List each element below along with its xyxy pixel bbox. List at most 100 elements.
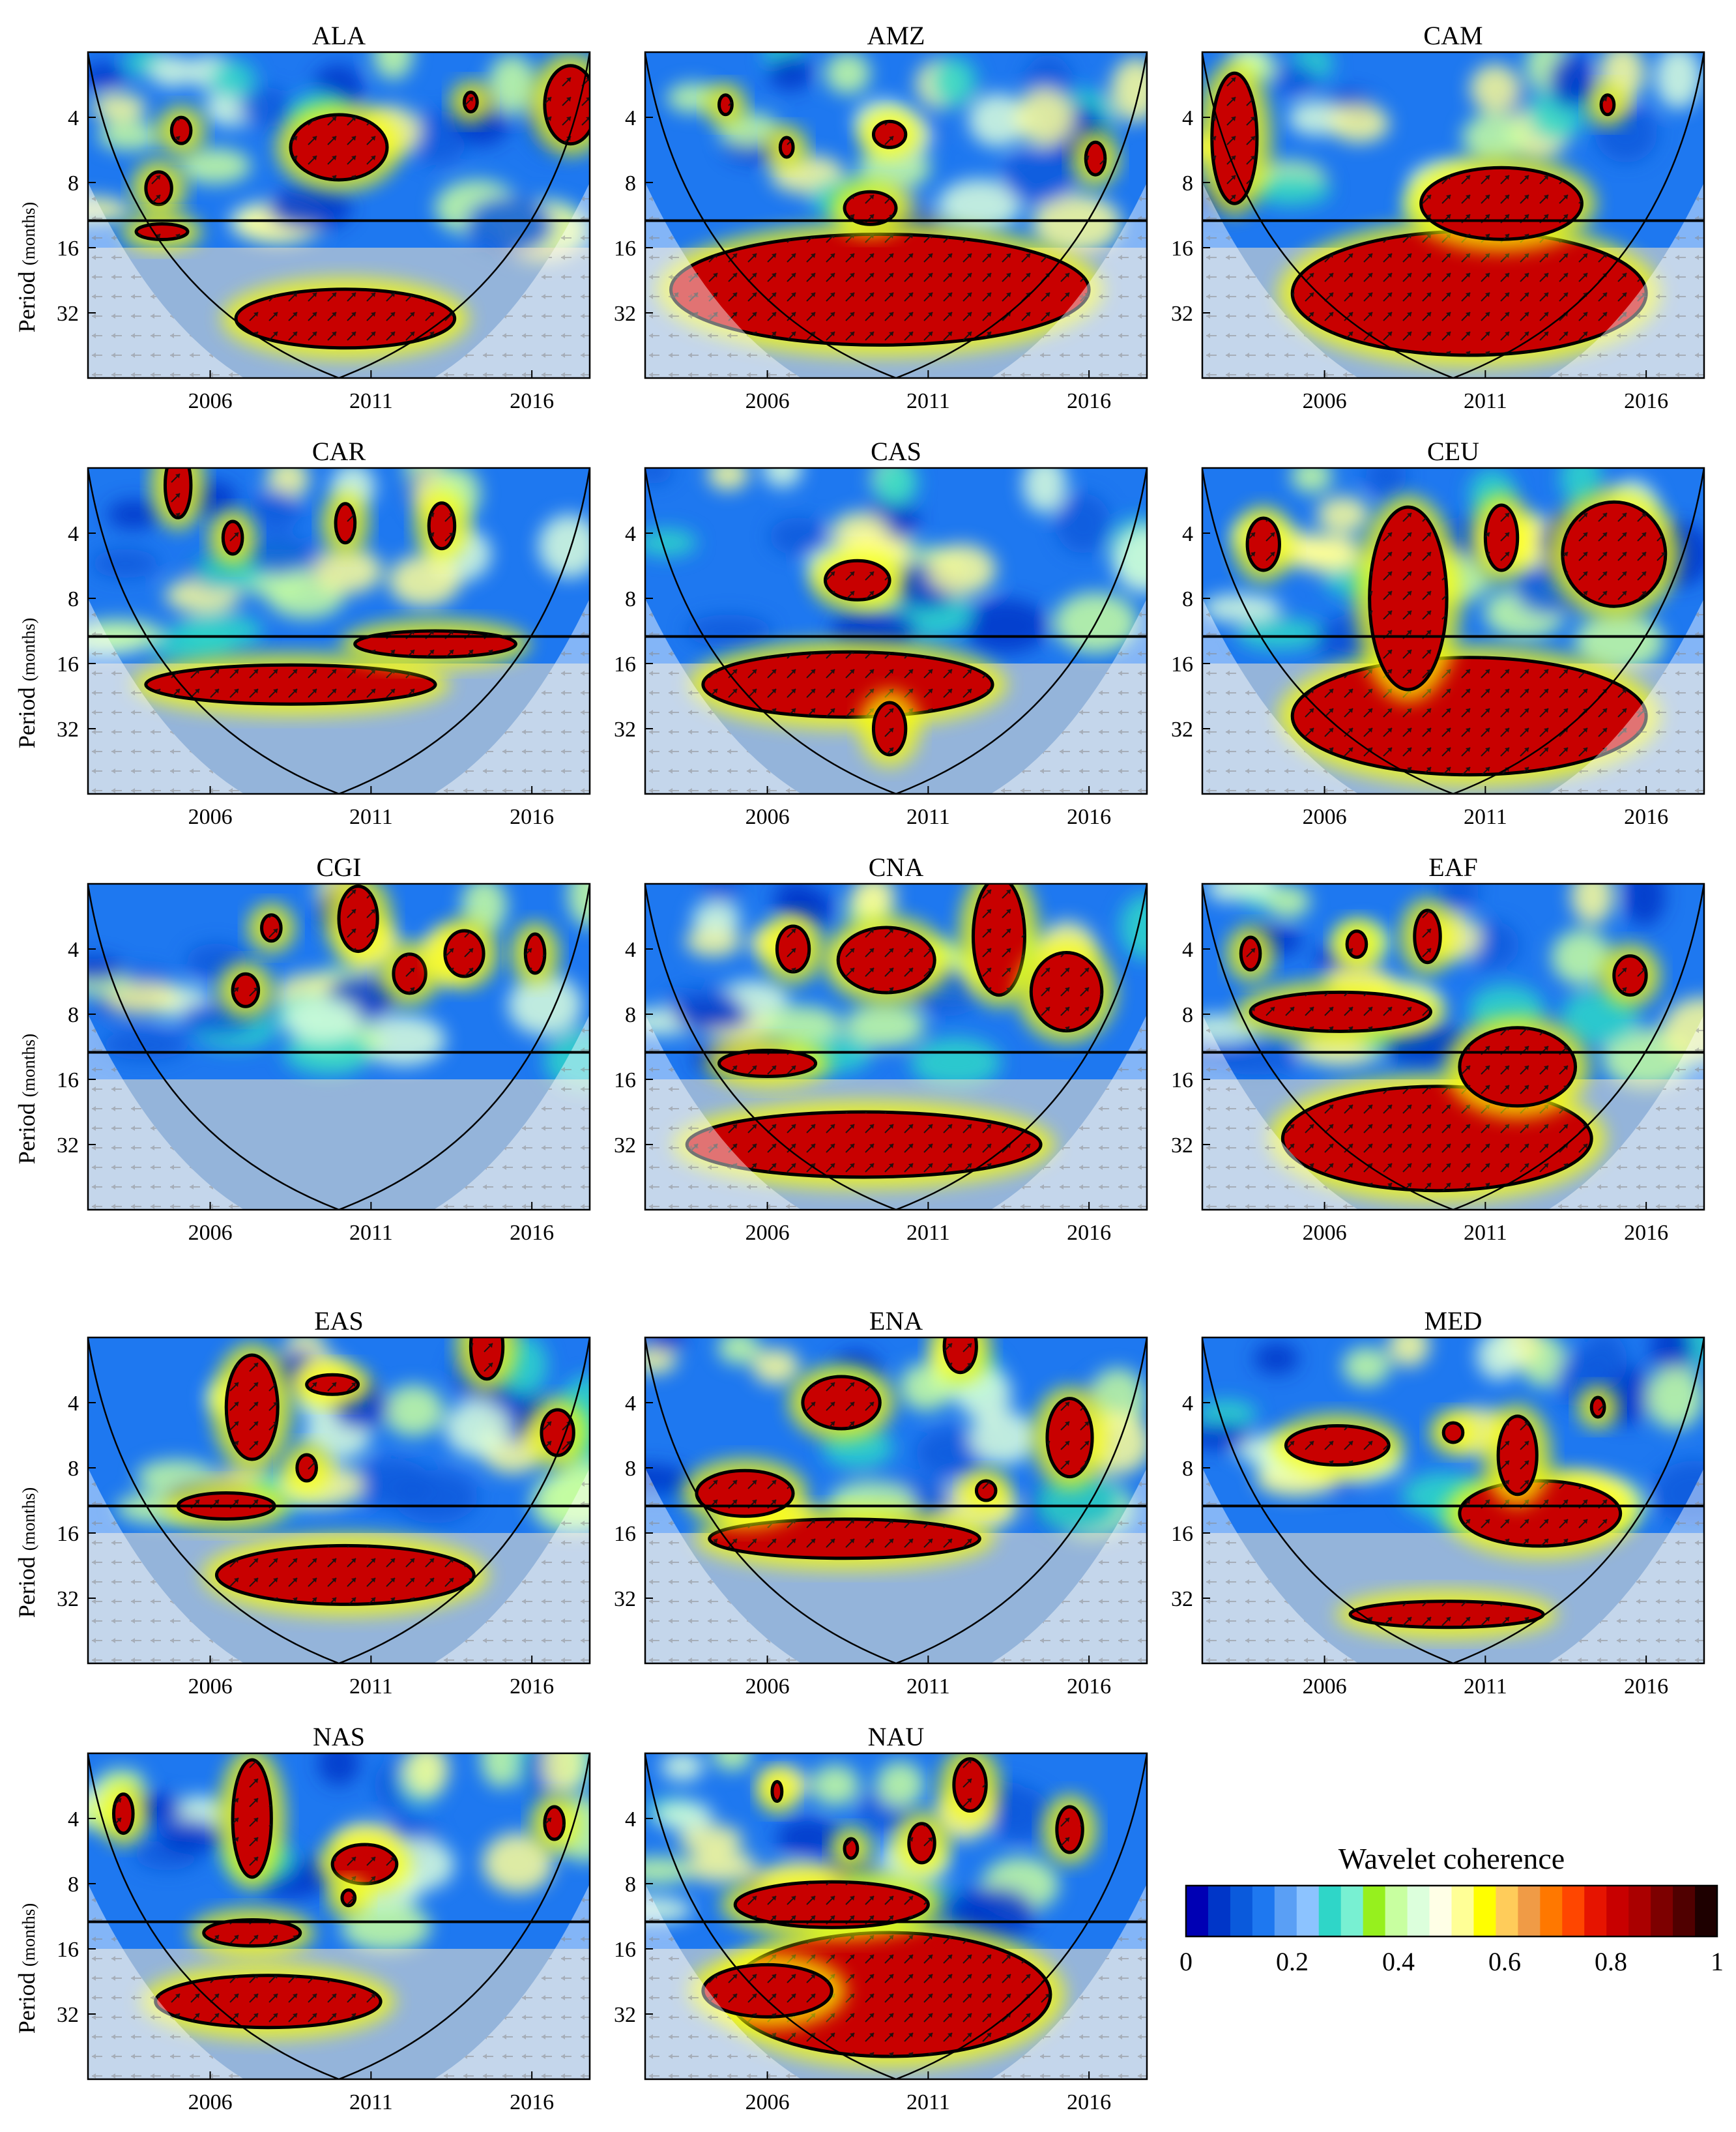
panel-nas: NAS 4 8 16 32 2006 2011 2016 Period (months) [14,1722,591,2114]
phase-arrows-outside [88,1337,590,1663]
panel-cam: CAM 4 8 16 32 2006 2011 2016 [1171,21,1705,413]
phase-arrows-outside [1202,1337,1704,1663]
panel-title: AMZ [867,21,925,50]
y-tick-label: 16 [614,237,636,261]
coherence-field [88,1337,590,1663]
y-axis-label-unit: (months) [19,202,38,266]
y-tick-label: 8 [68,1003,79,1027]
y-tick-label: 16 [57,1938,79,1962]
y-axis-label-unit: (months) [19,618,38,682]
y-tick-label: 8 [625,171,636,196]
panel-title: CAM [1423,21,1483,50]
x-tick-label: 2006 [1303,1674,1347,1699]
panel-title: CAR [312,437,366,466]
panel-eaf: EAF 4 8 16 32 2006 2011 2016 [1171,853,1705,1245]
y-axis-label-unit: (months) [19,1034,38,1098]
panel-eas: EAS 4 8 16 32 2006 2011 2016 Period (months) [14,1306,591,1699]
x-tick-label: 2006 [745,805,790,829]
x-tick-label: 2016 [1624,1674,1668,1699]
plot-frame [644,467,1148,795]
x-tick-label: 2006 [188,1674,233,1699]
y-tick-label: 16 [614,1938,636,1962]
y-tick-label: 32 [57,2003,79,2027]
x-tick-label: 2011 [906,1221,950,1245]
x-tick-label: 2016 [1067,1674,1111,1699]
colorbar-swatch [1230,1886,1253,1936]
plot-frame [1201,1336,1705,1665]
x-tick-label: 2006 [745,389,790,413]
phase-arrows-outside [88,52,590,378]
y-axis-label: Period (months) [14,202,40,333]
y-tick-label: 4 [68,1392,79,1416]
phase-arrows-outside [645,52,1147,378]
coherence-field [645,884,1147,1210]
coherence-field [88,1753,590,2079]
y-tick-label: 16 [57,237,79,261]
colorbar-swatch [1562,1886,1585,1936]
plot-frame [87,51,591,379]
x-tick-label: 2016 [1624,1221,1668,1245]
plot-frame [1201,51,1705,379]
y-tick-label: 4 [1182,522,1193,546]
x-tick-label: 2006 [188,2090,233,2114]
x-tick-label: 2016 [1067,1221,1111,1245]
phase-arrows-outside [88,1753,590,2079]
cone-of-influence-line [1202,884,1704,1210]
colorbar-frame [1185,1884,1718,1938]
y-tick-label: 8 [68,1457,79,1481]
x-tick-label: 2016 [510,1674,554,1699]
cone-of-influence-line [1202,468,1704,794]
y-tick-label: 32 [614,1133,636,1158]
y-tick-label: 32 [57,718,79,742]
colorbar-swatch [1296,1886,1320,1936]
y-tick-label: 8 [1182,1457,1193,1481]
y-axis-label: Period (months) [14,618,40,749]
y-axis-label-main: Period [14,1556,40,1618]
x-tick-label: 2011 [1464,1221,1507,1245]
x-tick-label: 2016 [1067,2090,1111,2114]
y-tick-label: 32 [614,1587,636,1611]
phase-arrows-outside [645,884,1147,1210]
x-tick-label: 2016 [510,389,554,413]
y-tick-label: 4 [1182,938,1193,962]
panel-med: MED 4 8 16 32 2006 2011 2016 [1171,1306,1705,1699]
cone-of-influence-line [1202,1337,1704,1663]
x-tick-label: 2006 [1303,389,1347,413]
colorbar-swatch [1385,1886,1408,1936]
y-tick-label: 8 [625,587,636,611]
x-tick-label: 2011 [349,2090,393,2114]
plot-frame [644,51,1148,379]
colorbar-swatch [1473,1886,1497,1936]
x-tick-label: 2011 [349,389,393,413]
y-axis-label: Period (months) [14,1903,40,2034]
x-tick-label: 2011 [349,1674,393,1699]
colorbar-swatch [1340,1886,1364,1936]
y-tick-label: 8 [68,1873,79,1897]
plot-frame [87,1752,591,2081]
y-tick-label: 16 [614,1068,636,1092]
panel-title: NAU [868,1722,925,1751]
panel-cas: CAS 4 8 16 32 2006 2011 2016 [614,437,1148,829]
cone-of-influence-line [88,884,590,1210]
x-tick-label: 2011 [906,1674,950,1699]
x-tick-label: 2011 [906,805,950,829]
colorbar-tick-label: 1 [1711,1947,1724,1976]
y-tick-label: 16 [1171,237,1193,261]
coherence-field [645,52,1147,378]
y-tick-label: 16 [57,1522,79,1546]
x-tick-label: 2006 [745,1221,790,1245]
cone-of-influence-line [645,52,1147,378]
panel-car: CAR 4 8 16 32 2006 2011 2016 Period (months) [14,437,591,829]
x-tick-label: 2016 [1067,389,1111,413]
plot-frame [87,1336,591,1665]
y-axis-label-unit: (months) [19,1903,38,1967]
cone-of-influence-line [88,468,590,794]
y-tick-label: 4 [625,938,636,962]
cone-of-influence-line [1202,52,1704,378]
x-tick-label: 2006 [188,389,233,413]
colorbar-swatch [1252,1886,1275,1936]
phase-arrows-outside [1202,468,1704,794]
x-tick-label: 2006 [188,805,233,829]
colorbar-swatch [1584,1886,1607,1936]
